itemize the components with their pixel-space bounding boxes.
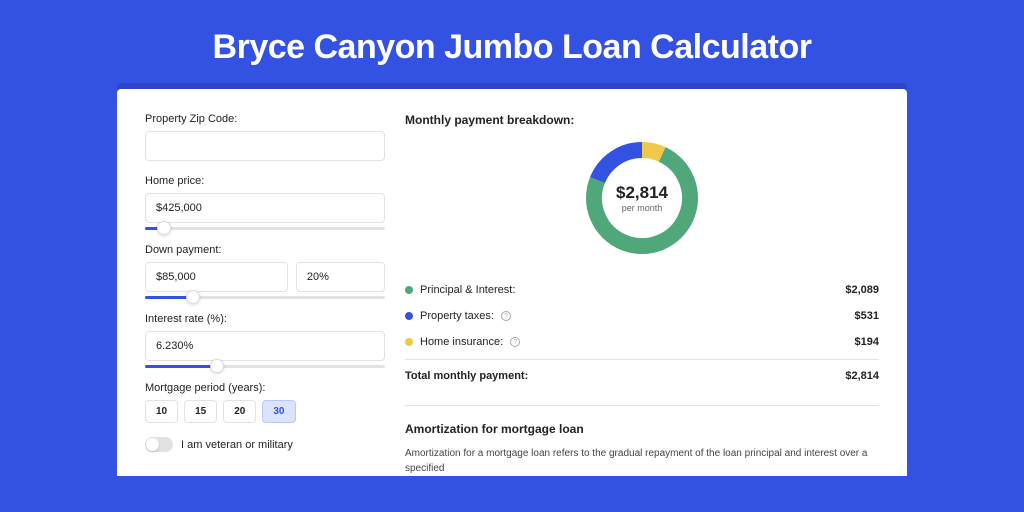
interest-field: Interest rate (%): xyxy=(145,313,385,368)
down-payment-field: Down payment: xyxy=(145,244,385,299)
down-payment-input[interactable] xyxy=(145,262,288,292)
interest-label: Interest rate (%): xyxy=(145,313,385,325)
legend-dot xyxy=(405,286,413,294)
legend-dot xyxy=(405,338,413,346)
breakdown-value: $194 xyxy=(855,336,879,348)
breakdown-label: Principal & Interest: xyxy=(420,284,515,296)
period-label: Mortgage period (years): xyxy=(145,382,385,394)
breakdown-value: $531 xyxy=(855,310,879,322)
breakdown-row-pi: Principal & Interest: $2,089 xyxy=(405,277,879,303)
donut-chart-wrap: $2,814 per month xyxy=(405,137,879,259)
input-panel: Property Zip Code: Home price: Down paym… xyxy=(145,113,385,476)
total-label: Total monthly payment: xyxy=(405,370,528,382)
amortization-text: Amortization for a mortgage loan refers … xyxy=(405,446,879,476)
breakdown-title: Monthly payment breakdown: xyxy=(405,113,879,127)
slider-thumb[interactable] xyxy=(157,221,171,235)
legend-dot xyxy=(405,312,413,320)
zip-label: Property Zip Code: xyxy=(145,113,385,125)
home-price-slider[interactable] xyxy=(145,227,385,230)
breakdown-label: Home insurance: xyxy=(420,336,503,348)
down-payment-pct-input[interactable] xyxy=(296,262,385,292)
zip-field: Property Zip Code: xyxy=(145,113,385,161)
page-title: Bryce Canyon Jumbo Loan Calculator xyxy=(0,0,1024,89)
donut-center: $2,814 per month xyxy=(616,183,668,213)
total-value: $2,814 xyxy=(845,370,879,382)
breakdown-value: $2,089 xyxy=(845,284,879,296)
slider-thumb[interactable] xyxy=(186,290,200,304)
calculator-card: Property Zip Code: Home price: Down paym… xyxy=(117,89,907,476)
results-panel: Monthly payment breakdown: $2,814 per mo… xyxy=(405,113,879,476)
period-field: Mortgage period (years): 10 15 20 30 xyxy=(145,382,385,423)
total-row: Total monthly payment: $2,814 xyxy=(405,359,879,389)
info-icon[interactable]: ? xyxy=(501,311,511,321)
interest-input[interactable] xyxy=(145,331,385,361)
veteran-row: I am veteran or military xyxy=(145,437,385,452)
period-button-30[interactable]: 30 xyxy=(262,400,295,423)
period-button-20[interactable]: 20 xyxy=(223,400,256,423)
donut-chart: $2,814 per month xyxy=(581,137,703,259)
period-button-10[interactable]: 10 xyxy=(145,400,178,423)
amortization-section: Amortization for mortgage loan Amortizat… xyxy=(405,405,879,476)
breakdown-label: Property taxes: xyxy=(420,310,494,322)
breakdown-row-ins: Home insurance:? $194 xyxy=(405,329,879,355)
interest-slider[interactable] xyxy=(145,365,385,368)
donut-sub: per month xyxy=(616,203,668,213)
home-price-input[interactable] xyxy=(145,193,385,223)
down-payment-slider[interactable] xyxy=(145,296,385,299)
info-icon[interactable]: ? xyxy=(510,337,520,347)
slider-thumb[interactable] xyxy=(210,359,224,373)
period-button-15[interactable]: 15 xyxy=(184,400,217,423)
home-price-field: Home price: xyxy=(145,175,385,230)
veteran-label: I am veteran or military xyxy=(181,439,293,451)
down-payment-label: Down payment: xyxy=(145,244,385,256)
breakdown-row-tax: Property taxes:? $531 xyxy=(405,303,879,329)
amortization-title: Amortization for mortgage loan xyxy=(405,422,879,436)
donut-amount: $2,814 xyxy=(616,183,668,203)
zip-input[interactable] xyxy=(145,131,385,161)
home-price-label: Home price: xyxy=(145,175,385,187)
veteran-toggle[interactable] xyxy=(145,437,173,452)
